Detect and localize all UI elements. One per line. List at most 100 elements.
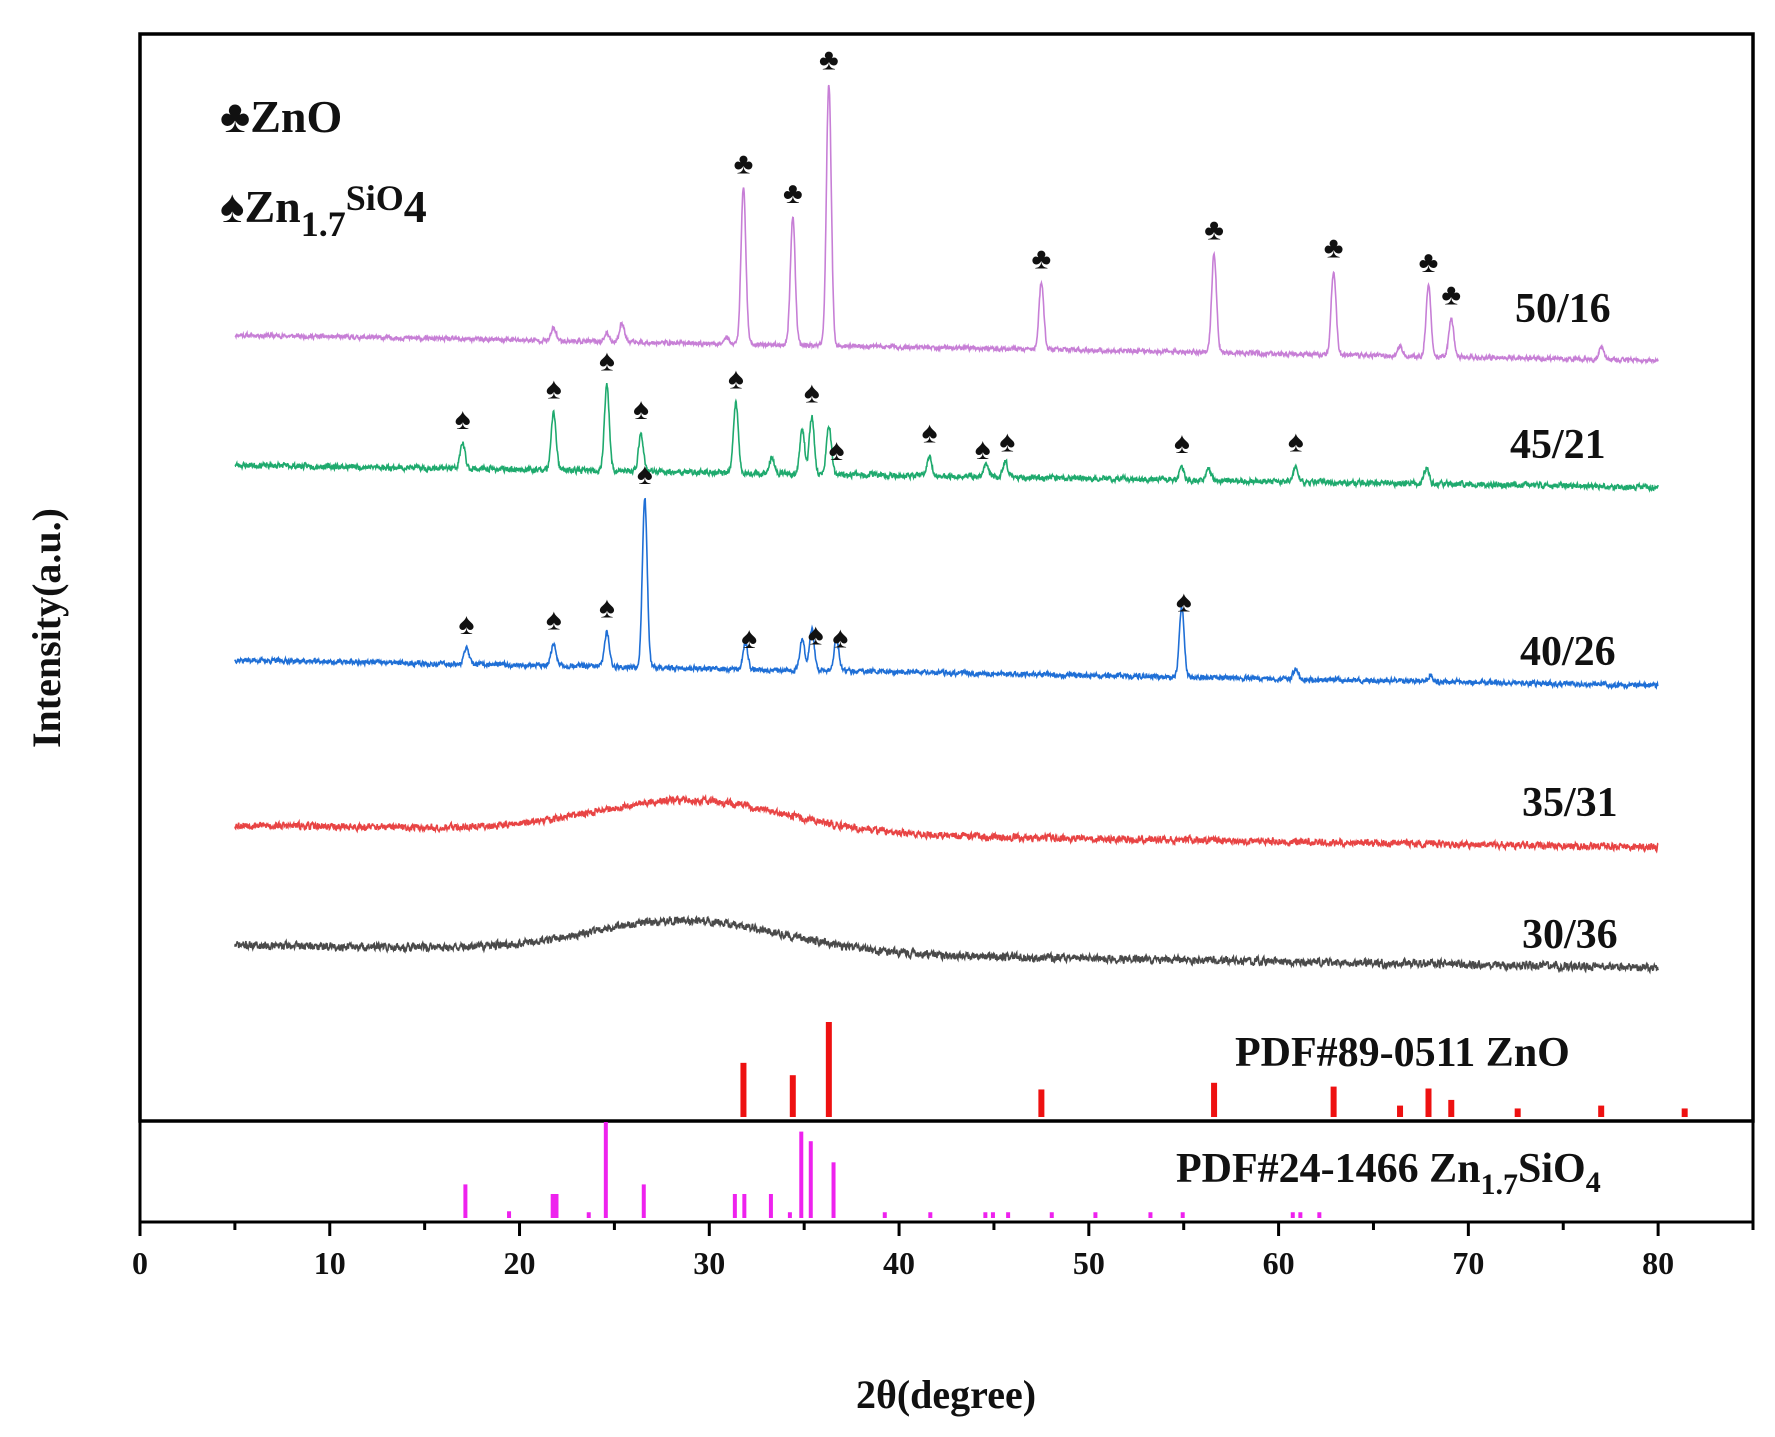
ref2-main: PDF#24-1466 Zn — [1176, 1146, 1481, 1192]
club-marker-icon: ♣ — [1032, 242, 1052, 275]
club-marker-icon: ♣ — [1419, 246, 1439, 279]
x-tick-label: 60 — [1263, 1245, 1295, 1281]
pattern-line-45-21 — [234, 382, 1659, 493]
x-tick-label: 30 — [693, 1245, 725, 1281]
legend-tail-sub: 4 — [404, 181, 427, 232]
legend-zn-text: Zn — [244, 181, 300, 232]
spade-marker-icon: ♠ — [458, 608, 474, 641]
club-marker-icon: ♣ — [819, 43, 839, 76]
series-label-45-21: 45/21 — [1510, 422, 1606, 468]
legend-entry-zno: ♣ZnO — [220, 91, 342, 142]
reference-stick — [463, 1184, 468, 1218]
spade-marker-icon: ♠ — [546, 372, 562, 405]
reference-stick — [603, 1122, 608, 1218]
reference-stick — [1049, 1212, 1054, 1218]
reference-stick — [554, 1194, 559, 1218]
series-label-50-16: 50/16 — [1515, 286, 1611, 332]
reference-stick — [882, 1212, 887, 1218]
reference-stick — [1290, 1212, 1295, 1218]
reference-stick — [1448, 1099, 1455, 1117]
spade-marker-icon: ♠ — [741, 622, 757, 655]
ref2-tail-sub: 4 — [1586, 1166, 1601, 1199]
ref2-tail: SiO — [1518, 1146, 1586, 1192]
reference-stick — [831, 1162, 836, 1218]
x-tick-label: 50 — [1073, 1245, 1105, 1281]
ref-label-zn-silicate: PDF#24-1466 Zn1.7SiO4 — [1176, 1146, 1601, 1201]
club-symbol-icon: ♣ — [220, 91, 250, 142]
x-tick-label: 0 — [132, 1245, 148, 1281]
reference-stick — [1180, 1212, 1185, 1218]
spade-marker-icon: ♠ — [599, 344, 615, 377]
legend-sio-text: SiO — [346, 178, 404, 218]
club-marker-icon: ♣ — [1324, 232, 1344, 265]
club-marker-icon: ♣ — [1441, 278, 1461, 311]
spade-marker-icon: ♠ — [975, 433, 991, 466]
spade-marker-icon: ♠ — [633, 393, 649, 426]
reference-stick — [1093, 1212, 1098, 1218]
reference-stick — [742, 1194, 747, 1218]
reference-stick — [1397, 1105, 1404, 1117]
spade-marker-icon: ♠ — [455, 403, 471, 436]
pattern-line-30-36 — [234, 914, 1659, 975]
reference-stick — [740, 1062, 747, 1117]
spade-marker-icon: ♠ — [1174, 427, 1190, 460]
reference-patterns — [463, 1022, 1688, 1218]
reference-stick — [1038, 1089, 1045, 1117]
reference-stick — [641, 1184, 646, 1218]
spade-marker-icon: ♠ — [999, 425, 1015, 458]
reference-stick — [808, 1141, 813, 1218]
spade-symbol-icon: ♠ — [220, 181, 244, 232]
y-axis-title: Intensity(a.u.) — [24, 508, 69, 748]
club-marker-icon: ♣ — [734, 147, 754, 180]
spade-marker-icon: ♠ — [637, 458, 653, 491]
reference-stick — [1425, 1088, 1432, 1117]
reference-stick — [1298, 1212, 1303, 1218]
x-tick-label: 20 — [504, 1245, 536, 1281]
spade-marker-icon: ♠ — [828, 434, 844, 467]
xrd-patterns: ♣♣♣♣♣♣ ♣♣♠♠♠♠♠ ♠♠♠ ♠ ♠ ♠ ♠♠ ♠ ♠♠♠ ♠ ♠♠ — [234, 43, 1659, 975]
legend: ♣ZnO ♠Zn1.7SiO4 — [220, 91, 427, 244]
club-marker-icon: ♣ — [1204, 213, 1224, 246]
reference-stick — [732, 1194, 737, 1218]
lower-panel-frame — [138, 1119, 1755, 1224]
reference-stick — [990, 1212, 995, 1218]
pattern-line-35-31 — [234, 793, 1659, 854]
legend-zno-text: ZnO — [250, 91, 342, 142]
pattern-line-50-16 — [234, 84, 1659, 365]
x-axis-title: 2θ(degree) — [856, 1372, 1036, 1417]
spade-marker-icon: ♠ — [728, 362, 744, 395]
pattern-line-40-26 — [234, 497, 1659, 691]
x-tick-label: 40 — [883, 1245, 915, 1281]
reference-stick — [1317, 1212, 1322, 1218]
x-tick-label: 70 — [1452, 1245, 1484, 1281]
series-label-35-31: 35/31 — [1522, 780, 1618, 826]
reference-stick — [789, 1075, 796, 1117]
legend-entry-zn-silicate: ♠Zn1.7SiO4 — [220, 178, 427, 244]
x-axis: 0 10 20 30 40 50 60 70 80 — [132, 1222, 1755, 1281]
spade-marker-icon: ♠ — [808, 618, 824, 651]
reference-stick — [768, 1194, 773, 1218]
reference-stick — [1006, 1212, 1011, 1218]
reference-stick — [1598, 1105, 1605, 1117]
x-tick-label: 10 — [314, 1245, 346, 1281]
series-label-40-26: 40/26 — [1520, 629, 1616, 675]
spade-marker-icon: ♠ — [1176, 585, 1192, 618]
club-marker-icon: ♣ — [783, 177, 803, 210]
reference-stick — [983, 1212, 988, 1218]
spade-marker-icon: ♠ — [804, 376, 820, 409]
spade-marker-icon: ♠ — [1288, 426, 1304, 459]
reference-stick — [1148, 1212, 1153, 1218]
x-tick-label: 80 — [1642, 1245, 1674, 1281]
spade-marker-icon: ♠ — [546, 603, 562, 636]
legend-sub: 1.7 — [301, 204, 346, 244]
ref2-sub: 1.7 — [1481, 1168, 1519, 1201]
reference-stick — [586, 1212, 591, 1218]
spade-marker-icon: ♠ — [921, 417, 937, 450]
reference-stick — [1211, 1082, 1218, 1117]
reference-stick — [787, 1212, 792, 1218]
reference-stick — [799, 1131, 804, 1218]
series-label-30-36: 30/36 — [1522, 912, 1618, 958]
ref-label-zno: PDF#89-0511 ZnO — [1235, 1030, 1570, 1076]
